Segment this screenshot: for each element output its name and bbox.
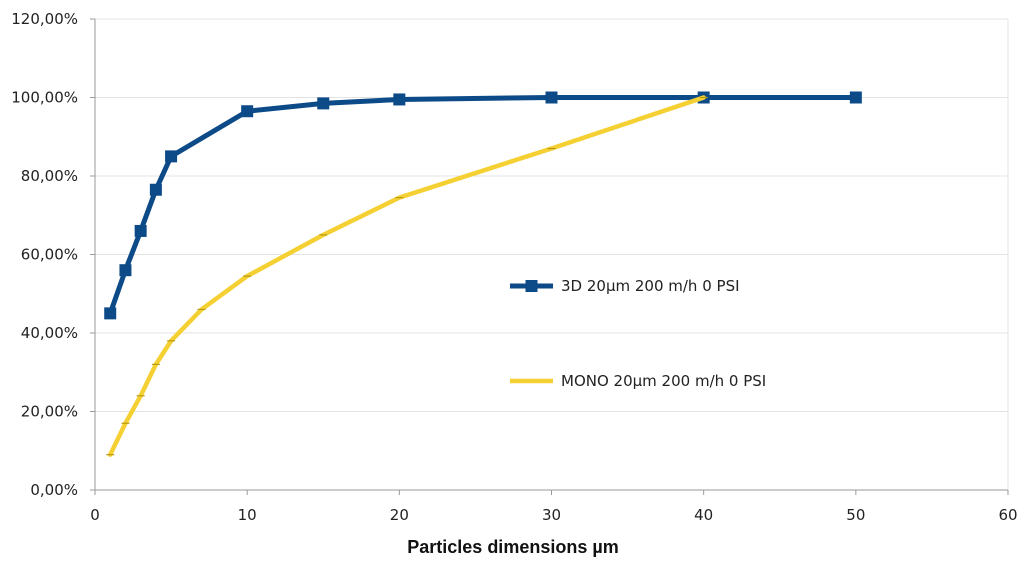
x-tick-label: 20	[390, 506, 409, 524]
legend-label: 3D 20µm 200 m/h 0 PSI	[561, 277, 740, 295]
legend-item-1: 3D 20µm 200 m/h 0 PSI	[510, 277, 740, 295]
legend-label: MONO 20µm 200 m/h 0 PSI	[561, 372, 766, 390]
series-group	[104, 91, 862, 457]
axes	[90, 18, 1009, 495]
legend: 3D 20µm 200 m/h 0 PSI MONO 20µm 200 m/h 0…	[510, 277, 766, 390]
x-tick-label: 60	[998, 506, 1017, 524]
series-2	[106, 95, 708, 457]
y-tick-label: 40,00%	[21, 324, 78, 342]
x-tick-label: 0	[90, 506, 100, 524]
x-tick-label: 10	[238, 506, 257, 524]
data-point	[149, 183, 162, 196]
y-tick-label: 20,00%	[21, 403, 78, 421]
legend-item-2: MONO 20µm 200 m/h 0 PSI	[510, 372, 766, 390]
y-tick-label: 100,00%	[11, 89, 78, 107]
gridlines	[95, 18, 1008, 412]
data-point	[119, 264, 132, 277]
y-tick-label: 120,00%	[11, 10, 78, 28]
x-tick-label: 40	[694, 506, 713, 524]
x-tick-label: 30	[542, 506, 561, 524]
data-point	[317, 97, 330, 110]
data-point	[104, 307, 117, 320]
y-tick-labels: 0,00% 20,00% 40,00% 60,00% 80,00% 100,00% 120,…	[11, 10, 78, 499]
x-tick-labels: 0 10 20 30 40 50 60	[90, 506, 1017, 524]
data-point	[393, 93, 406, 106]
y-tick-label: 80,00%	[21, 167, 78, 185]
y-tick-label: 0,00%	[30, 481, 78, 499]
x-axis-title: Particles dimensions µm	[407, 537, 618, 557]
data-point	[134, 224, 147, 237]
data-point	[165, 150, 178, 163]
data-point	[545, 91, 558, 104]
series-line	[107, 95, 859, 316]
data-point	[241, 105, 254, 118]
x-tick-label: 50	[846, 506, 865, 524]
data-point	[849, 91, 862, 104]
legend-marker	[525, 280, 538, 292]
series-1	[104, 91, 862, 320]
y-tick-label: 60,00%	[21, 246, 78, 264]
